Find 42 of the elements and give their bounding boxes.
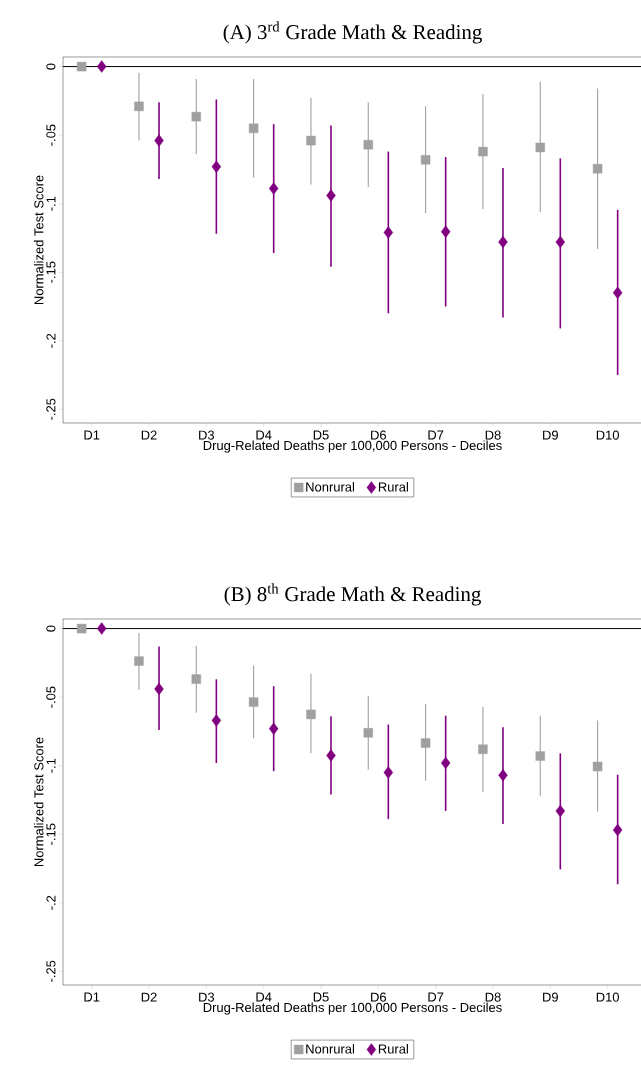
x-tick-label: D3 [199, 430, 215, 440]
x-tick-label: D6 [371, 430, 387, 440]
x-tick-label: D4 [256, 430, 272, 440]
legend-label: Rural [378, 482, 408, 492]
x-axis-title: Drug-Related Deaths per 100,000 Persons - Deciles [203, 1002, 502, 1015]
x-tick-label: D3 [199, 992, 215, 1002]
y-tick-label: -.1 [46, 196, 56, 211]
chart-title: (B) 8$^{th}$ Grade Math & Reading [224, 583, 481, 606]
x-tick-label: D9 [543, 992, 558, 1002]
x-tick-label: D5 [313, 992, 329, 1002]
legend-label: Nonrural [306, 482, 354, 492]
y-tick-label: -.15 [46, 261, 56, 283]
chart-title: (A) 3$^{rd}$ Grade Math & Reading [223, 21, 482, 44]
x-tick-label: D1 [84, 430, 100, 440]
x-tick-label: D2 [141, 992, 157, 1002]
x-tick-label: D6 [371, 992, 387, 1002]
x-tick-label: D1 [84, 992, 100, 1002]
legend-label: Rural [378, 1044, 408, 1054]
x-axis-title: Drug-Related Deaths per 100,000 Persons - Deciles [203, 440, 502, 453]
x-tick-label: D7 [428, 992, 444, 1002]
x-tick-label: D5 [313, 430, 329, 440]
x-tick-label: D2 [141, 430, 157, 440]
y-tick-label: 0 [46, 63, 56, 70]
legend-label: Nonrural [306, 1044, 354, 1054]
y-axis-title: Normalized Test Score [33, 737, 44, 867]
y-tick-label: -.05 [46, 124, 56, 146]
x-tick-label: D4 [256, 992, 272, 1002]
y-tick-label: 0 [46, 625, 56, 632]
x-tick-label: D7 [428, 430, 444, 440]
x-tick-label: D8 [485, 992, 501, 1002]
y-tick-label: -.15 [46, 823, 56, 845]
x-tick-label: D10 [596, 430, 619, 440]
y-tick-label: -.2 [46, 895, 56, 910]
y-tick-label: -.1 [46, 758, 56, 773]
x-tick-label: D10 [596, 992, 619, 1002]
y-axis-title: Normalized Test Score [33, 175, 44, 305]
x-tick-label: D9 [543, 430, 558, 440]
y-tick-label: -.2 [46, 333, 56, 348]
x-tick-label: D8 [485, 430, 501, 440]
y-tick-label: -.25 [46, 398, 56, 420]
y-tick-label: -.25 [46, 960, 56, 982]
y-tick-label: -.05 [46, 686, 56, 708]
